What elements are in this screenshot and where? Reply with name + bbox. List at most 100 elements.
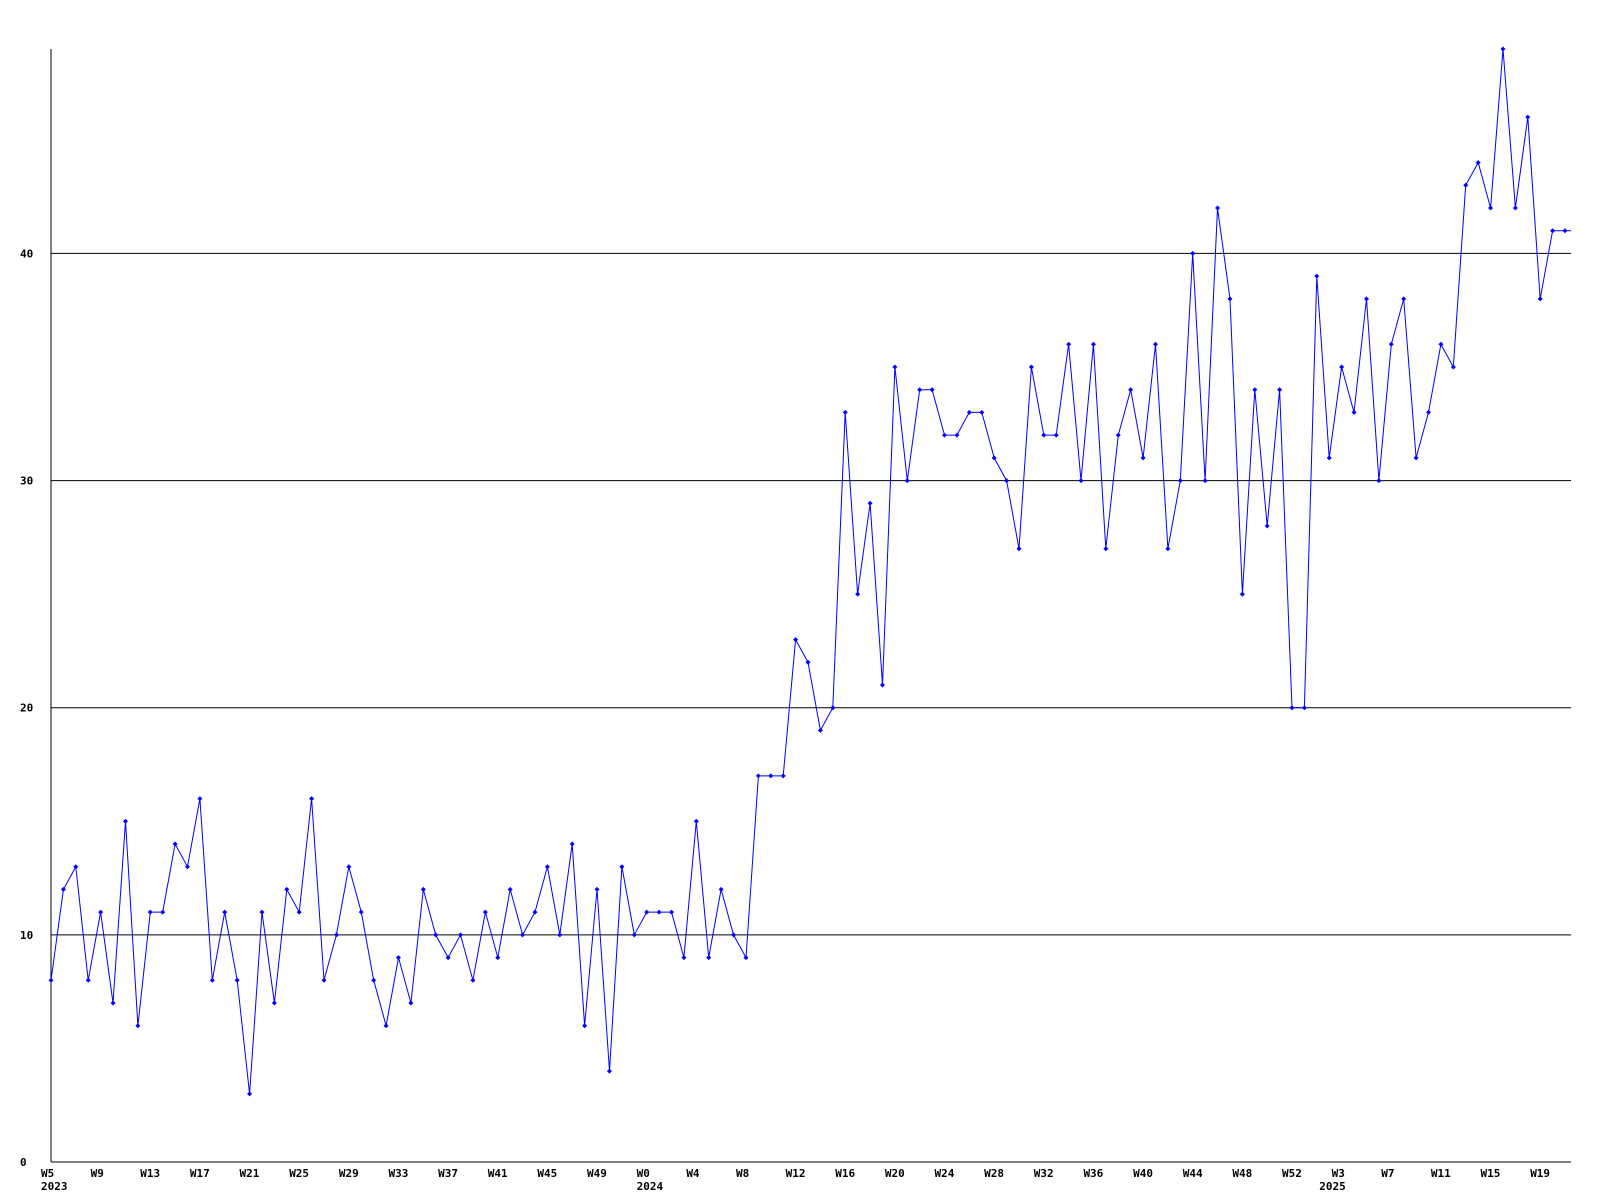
data-point — [445, 955, 451, 961]
x-tick-label: W52 — [1282, 1167, 1302, 1180]
data-point — [1339, 364, 1345, 370]
x-tick-label: W49 — [587, 1167, 607, 1180]
data-point — [1165, 546, 1171, 552]
x-tick-label: W16 — [835, 1167, 855, 1180]
data-point — [1177, 478, 1183, 484]
data-point — [1103, 546, 1109, 552]
data-point — [309, 796, 315, 802]
data-point — [619, 864, 625, 870]
data-point — [1078, 478, 1084, 484]
data-point — [830, 705, 836, 711]
data-point — [333, 932, 339, 938]
data-point — [135, 1023, 141, 1029]
data-point — [1289, 705, 1295, 711]
x-tick-label: W37 — [438, 1167, 458, 1180]
data-point — [1264, 523, 1270, 529]
x-tick-label: W8 — [736, 1167, 749, 1180]
data-point — [1413, 455, 1419, 461]
data-line — [50, 48, 1565, 1094]
data-point — [942, 432, 948, 438]
x-tick-label: W48 — [1232, 1167, 1252, 1180]
data-point — [917, 387, 923, 393]
data-point — [1239, 591, 1245, 597]
data-point — [780, 773, 786, 779]
data-point — [1500, 46, 1506, 52]
x-tick-label: W19 — [1530, 1167, 1550, 1180]
data-point — [966, 409, 972, 415]
data-point — [1016, 546, 1022, 552]
data-point — [433, 932, 439, 938]
x-tick-label: W28 — [984, 1167, 1004, 1180]
x-tick-label: W41 — [488, 1167, 508, 1180]
data-point — [743, 955, 749, 961]
data-point — [594, 886, 600, 892]
x-tick-label: W36 — [1083, 1167, 1103, 1180]
data-point — [482, 909, 488, 915]
data-point — [718, 886, 724, 892]
data-point — [185, 864, 191, 870]
data-point — [842, 409, 848, 415]
data-point — [706, 955, 712, 961]
x-tick-label: W7 — [1381, 1167, 1394, 1180]
data-point — [259, 909, 265, 915]
y-tick-label: 30 — [20, 475, 33, 488]
data-point — [1351, 409, 1357, 415]
data-point — [1426, 409, 1432, 415]
data-point — [1004, 478, 1010, 484]
data-point — [532, 909, 538, 915]
x-year-label: 2023 — [41, 1180, 68, 1193]
y-tick-label: 20 — [20, 702, 33, 715]
data-point — [1227, 296, 1233, 302]
data-point — [284, 886, 290, 892]
data-point — [1028, 364, 1034, 370]
data-point — [1475, 160, 1481, 166]
data-point — [867, 500, 873, 506]
data-point — [85, 977, 91, 983]
data-point — [731, 932, 737, 938]
data-point — [1140, 455, 1146, 461]
x-tick-label: W13 — [140, 1167, 160, 1180]
data-point — [346, 864, 352, 870]
x-tick-label: W24 — [935, 1167, 955, 1180]
data-point — [1450, 364, 1456, 370]
x-tick-label: W12 — [786, 1167, 806, 1180]
data-point — [470, 977, 476, 983]
data-point — [1463, 182, 1469, 188]
data-point — [656, 909, 662, 915]
data-point — [234, 977, 240, 983]
data-point — [48, 977, 54, 983]
x-tick-label: W32 — [1034, 1167, 1054, 1180]
data-point — [1363, 296, 1369, 302]
data-point — [1488, 205, 1494, 211]
data-point — [73, 864, 79, 870]
data-point — [110, 1000, 116, 1006]
data-point — [408, 1000, 414, 1006]
x-tick-label: W5 — [41, 1167, 54, 1180]
data-point — [929, 387, 935, 393]
data-point — [458, 932, 464, 938]
data-point — [1277, 387, 1283, 393]
data-point — [544, 864, 550, 870]
data-point — [296, 909, 302, 915]
data-point — [60, 886, 66, 892]
data-point — [569, 841, 575, 847]
data-point — [904, 478, 910, 484]
data-point — [520, 932, 526, 938]
x-tick-label: W0 — [637, 1167, 650, 1180]
x-tick-label: W3 — [1332, 1167, 1345, 1180]
data-point — [644, 909, 650, 915]
data-point — [395, 955, 401, 961]
data-point — [1190, 250, 1196, 256]
data-point — [1066, 341, 1072, 347]
data-point — [172, 841, 178, 847]
data-point — [383, 1023, 389, 1029]
data-point — [1512, 205, 1518, 211]
data-point — [371, 977, 377, 983]
data-point — [160, 909, 166, 915]
data-point — [755, 773, 761, 779]
data-point — [247, 1091, 253, 1097]
data-point — [1326, 455, 1332, 461]
x-tick-label: W15 — [1481, 1167, 1501, 1180]
data-point — [507, 886, 513, 892]
